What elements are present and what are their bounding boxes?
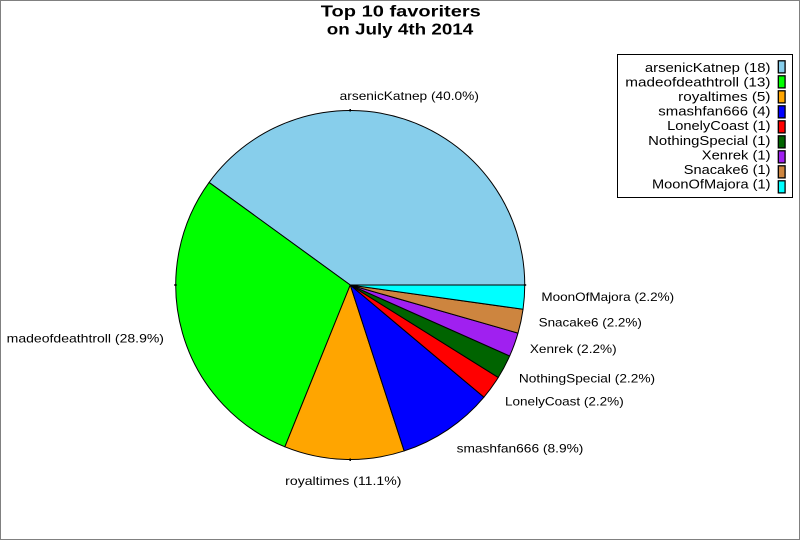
svg-text:madeofdeathtroll (28.9%): madeofdeathtroll (28.9%) [7,332,164,346]
svg-text:NothingSpecial (2.2%): NothingSpecial (2.2%) [519,371,655,385]
svg-text:madeofdeathtroll (13): madeofdeathtroll (13) [625,74,770,89]
svg-text:Xenrek (2.2%): Xenrek (2.2%) [530,342,617,356]
svg-text:arsenicKatnep (18): arsenicKatnep (18) [645,60,771,75]
svg-text:Snacake6 (1): Snacake6 (1) [684,162,771,177]
svg-text:LonelyCoast (1): LonelyCoast (1) [667,118,770,133]
svg-text:on July 4th 2014: on July 4th 2014 [327,21,474,38]
svg-text:LonelyCoast (2.2%): LonelyCoast (2.2%) [505,395,624,409]
svg-text:smashfan666 (8.9%): smashfan666 (8.9%) [457,442,584,456]
svg-text:MoonOfMajora (1): MoonOfMajora (1) [652,177,771,192]
svg-text:NothingSpecial (1): NothingSpecial (1) [648,133,770,148]
svg-text:MoonOfMajora (2.2%): MoonOfMajora (2.2%) [541,290,674,304]
svg-text:arsenicKatnep (40.0%): arsenicKatnep (40.0%) [340,89,479,103]
svg-text:smashfan666 (4): smashfan666 (4) [658,104,770,119]
svg-text:royaltimes (5): royaltimes (5) [678,89,770,104]
svg-text:Top 10 favoriters: Top 10 favoriters [321,4,481,21]
svg-text:Snacake6 (2.2%): Snacake6 (2.2%) [539,316,642,330]
svg-text:Xenrek (1): Xenrek (1) [702,147,771,162]
svg-text:royaltimes (11.1%): royaltimes (11.1%) [285,474,401,488]
